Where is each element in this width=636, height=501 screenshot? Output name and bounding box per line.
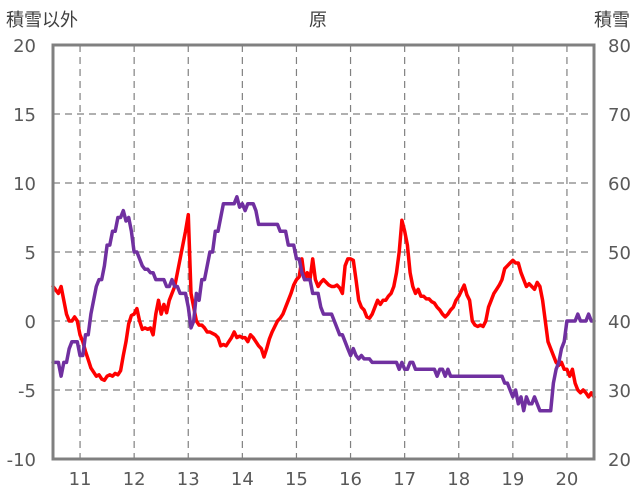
y-left-tick-label: 10: [13, 174, 36, 195]
x-tick-label: 13: [177, 469, 200, 490]
y-left-tick-label: 20: [13, 36, 36, 57]
red-series-line: [51, 212, 596, 399]
series-group: [51, 195, 596, 413]
x-ticks: 11 12 13 14 15 16 17 18 19 20: [69, 469, 579, 490]
x-tick-label: 16: [339, 469, 362, 490]
y-right-tick-label: 50: [608, 243, 631, 264]
x-tick-label: 20: [555, 469, 578, 490]
y-left-tick-label: 5: [25, 243, 36, 264]
x-tick-label: 18: [447, 469, 470, 490]
y-right-tick-label: 60: [608, 174, 631, 195]
x-tick-label: 14: [231, 469, 254, 490]
x-tick-label: 19: [501, 469, 524, 490]
y-left-ticks: 20 15 10 5 0 -5 -10: [7, 36, 36, 471]
y-right-tick-label: 80: [608, 36, 631, 57]
purple-series-line: [51, 195, 596, 413]
x-tick-label: 15: [285, 469, 308, 490]
x-tick-label: 17: [393, 469, 416, 490]
y-left-axis-label: 積雪以外: [6, 10, 78, 31]
y-right-tick-label: 30: [608, 381, 631, 402]
x-tick-label: 11: [69, 469, 92, 490]
x-tick-label: 12: [123, 469, 146, 490]
plot-frame: [51, 43, 596, 461]
y-left-tick-label: 0: [25, 312, 36, 333]
y-left-tick-label: 15: [13, 105, 36, 126]
y-right-tick-label: 20: [608, 450, 631, 471]
y-right-tick-label: 40: [608, 312, 631, 333]
y-left-tick-label: -10: [7, 450, 36, 471]
y-left-tick-label: -5: [18, 381, 36, 402]
y-right-ticks: 80 70 60 50 40 30 20: [608, 36, 631, 471]
y-right-axis-label: 積雪: [594, 10, 630, 31]
chart-title: 原: [309, 10, 327, 31]
y-right-tick-label: 70: [608, 105, 631, 126]
